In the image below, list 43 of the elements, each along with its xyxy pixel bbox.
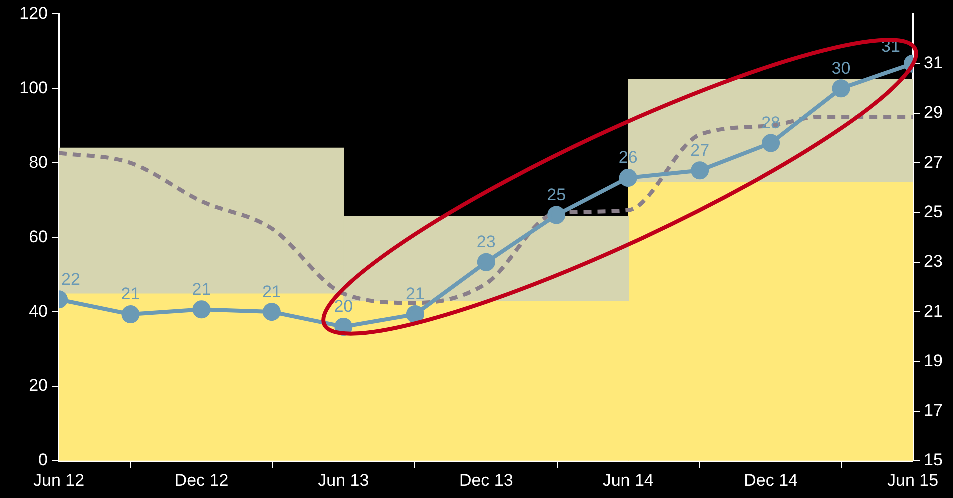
point: [548, 206, 566, 224]
data-label: 21: [121, 284, 140, 304]
point: [832, 80, 850, 98]
point: [691, 162, 710, 180]
x-tick-label: Jun 13: [318, 470, 370, 490]
y2-tick-label: 25: [924, 202, 943, 222]
y-tick-label: 60: [29, 227, 48, 246]
data-label: 22: [62, 270, 80, 289]
y2-tick-label: 15: [924, 450, 943, 470]
data-label: 21: [406, 284, 425, 304]
y2-tick-label: 31: [924, 54, 943, 73]
y2-tick-label: 27: [924, 152, 943, 172]
y2-tick-label: 21: [924, 302, 943, 321]
x-tick-label: Jun 14: [602, 470, 654, 490]
x-tick-label: Dec 12: [174, 470, 229, 490]
x-tick-label: Dec 14: [744, 470, 798, 490]
point: [762, 134, 780, 152]
y2-tick-label: 17: [924, 401, 943, 420]
data-label: 20: [334, 297, 354, 316]
data-label: 25: [547, 185, 566, 204]
y-tick-label: 80: [29, 152, 48, 172]
data-label: 30: [832, 58, 851, 78]
point: [406, 306, 424, 324]
point: [262, 303, 281, 322]
data-label: 21: [192, 280, 212, 299]
point: [477, 253, 496, 272]
y2-tick-label: 23: [924, 252, 943, 272]
y-tick-label: 100: [20, 78, 48, 98]
x-tick-label: Jun 15: [887, 470, 939, 490]
point: [619, 169, 638, 188]
data-label: 27: [690, 140, 710, 160]
y2-tick-label: 19: [924, 351, 943, 370]
point: [122, 306, 140, 324]
y-tick-label: 40: [29, 302, 48, 321]
y-tick-label: 20: [29, 376, 48, 396]
data-label: 21: [262, 282, 282, 302]
y-tick-label: 0: [38, 450, 48, 470]
y2-tick-label: 29: [924, 103, 943, 122]
point: [192, 300, 211, 319]
data-label: 23: [476, 232, 496, 252]
x-tick-label: Jun 12: [33, 470, 85, 490]
x-tick-label: Dec 13: [459, 470, 514, 490]
y-tick-label: 120: [20, 4, 48, 23]
